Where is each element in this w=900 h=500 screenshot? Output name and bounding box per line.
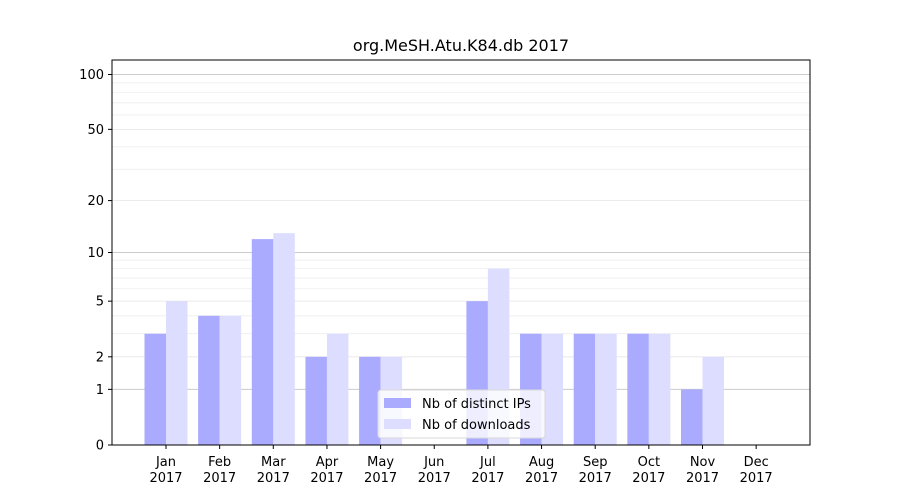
bar-downloads (648, 333, 671, 445)
y-tick-label: 20 (87, 194, 104, 209)
x-tick-label-year: 2017 (203, 471, 236, 486)
bar-downloads (273, 233, 295, 445)
x-tick-label-month: Jun (423, 455, 444, 470)
bar-downloads (166, 301, 188, 445)
bar-downloads (595, 333, 617, 445)
x-tick-label-year: 2017 (364, 471, 397, 486)
y-tick-label: 50 (87, 123, 104, 138)
x-axis: Jan2017Feb2017Mar2017Apr2017May2017Jun20… (149, 445, 773, 486)
bar-distinct-ips (144, 333, 166, 445)
bar-distinct-ips (251, 239, 274, 445)
x-tick-label-month: Jul (479, 455, 496, 470)
x-tick-label-year: 2017 (579, 471, 612, 486)
x-tick-label-month: Oct (638, 455, 660, 470)
x-tick-label-year: 2017 (418, 471, 451, 486)
legend-swatch (384, 398, 411, 408)
x-tick-label-month: Aug (529, 455, 554, 470)
y-tick-label: 100 (79, 68, 104, 83)
bar-distinct-ips (198, 315, 220, 445)
x-tick-label-year: 2017 (686, 471, 719, 486)
x-tick-label-year: 2017 (149, 471, 182, 486)
legend: Nb of distinct IPs Nb of downloads (377, 389, 546, 439)
legend-label: Nb of downloads (422, 418, 531, 433)
x-tick-label-year: 2017 (632, 471, 665, 486)
bar-downloads (541, 333, 564, 445)
bar-distinct-ips (627, 333, 649, 445)
y-tick-label: 0 (96, 439, 104, 454)
x-tick-label-year: 2017 (310, 471, 343, 486)
x-tick-label-month: Sep (583, 455, 608, 470)
legend-swatch (384, 419, 411, 429)
y-axis: 0 1 2 5 10 20 50 100 (79, 68, 112, 454)
bar-downloads (219, 315, 242, 445)
x-tick-label-month: Apr (316, 455, 339, 470)
bar-downloads (326, 333, 349, 445)
x-tick-label-month: Feb (208, 455, 231, 470)
bar-downloads (702, 356, 724, 445)
x-tick-label-month: May (367, 455, 394, 470)
x-tick-label-month: Dec (744, 455, 769, 470)
legend-label: Nb of distinct IPs (422, 397, 531, 412)
x-tick-label-year: 2017 (471, 471, 504, 486)
legend-box (377, 389, 546, 439)
x-tick-label-year: 2017 (525, 471, 558, 486)
y-tick-label: 10 (87, 246, 104, 261)
bar-distinct-ips (305, 356, 327, 445)
x-tick-label-month: Jan (155, 455, 176, 470)
y-tick-label: 5 (96, 295, 104, 310)
bar-distinct-ips (573, 333, 596, 445)
bar-distinct-ips (681, 389, 703, 445)
y-tick-label: 1 (96, 383, 104, 398)
y-tick-label: 2 (96, 350, 104, 365)
x-tick-label-year: 2017 (740, 471, 773, 486)
x-tick-label-month: Mar (261, 455, 286, 470)
x-tick-label-year: 2017 (257, 471, 290, 486)
bar-distinct-ips (359, 356, 381, 445)
x-tick-label-month: Nov (690, 455, 716, 470)
chart-title: org.MeSH.Atu.K84.db 2017 (353, 36, 569, 55)
